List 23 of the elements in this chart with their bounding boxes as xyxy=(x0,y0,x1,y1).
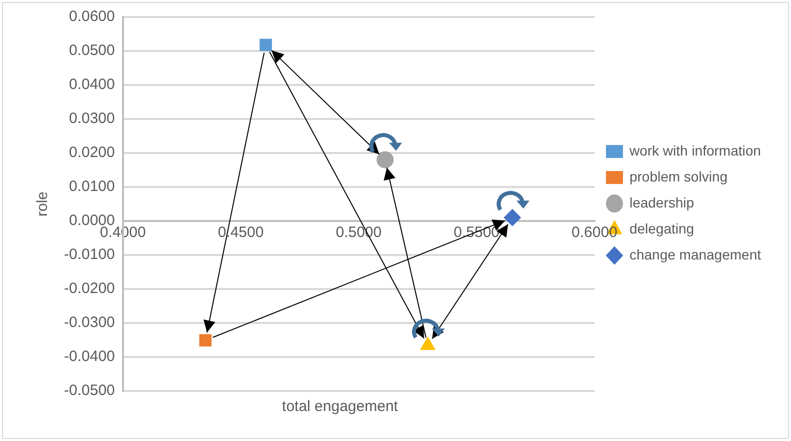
y-axis-title: role xyxy=(34,191,52,217)
legend-label: change management xyxy=(629,246,762,262)
y-tick-label: -0.0200 xyxy=(64,280,115,298)
y-tick-label: -0.0100 xyxy=(64,246,115,264)
y-tick-label: -0.0400 xyxy=(64,348,115,366)
point xyxy=(199,334,212,346)
y-tick-label: 0.0400 xyxy=(68,76,115,94)
x-axis-title: total engagement xyxy=(281,398,399,415)
y-tick-label: -0.0500 xyxy=(64,382,115,400)
x-tick-label: 0.6000 xyxy=(572,224,618,242)
y-tick-label: 0.0200 xyxy=(68,144,115,162)
point xyxy=(504,209,521,226)
point xyxy=(260,38,272,52)
legend-label: delegating xyxy=(629,220,694,236)
y-tick-label: 0.0600 xyxy=(68,8,115,26)
legend-label: problem solving xyxy=(629,168,728,184)
point xyxy=(376,151,394,168)
y-tick-label: 0.0300 xyxy=(68,110,115,128)
legend-label: leadership xyxy=(629,194,694,210)
y-tick-label: -0.0300 xyxy=(64,314,115,332)
y-tick-label: 0.0500 xyxy=(68,42,115,60)
legend-label: work with information xyxy=(628,142,761,158)
y-tick-label: 0.0100 xyxy=(68,178,115,196)
